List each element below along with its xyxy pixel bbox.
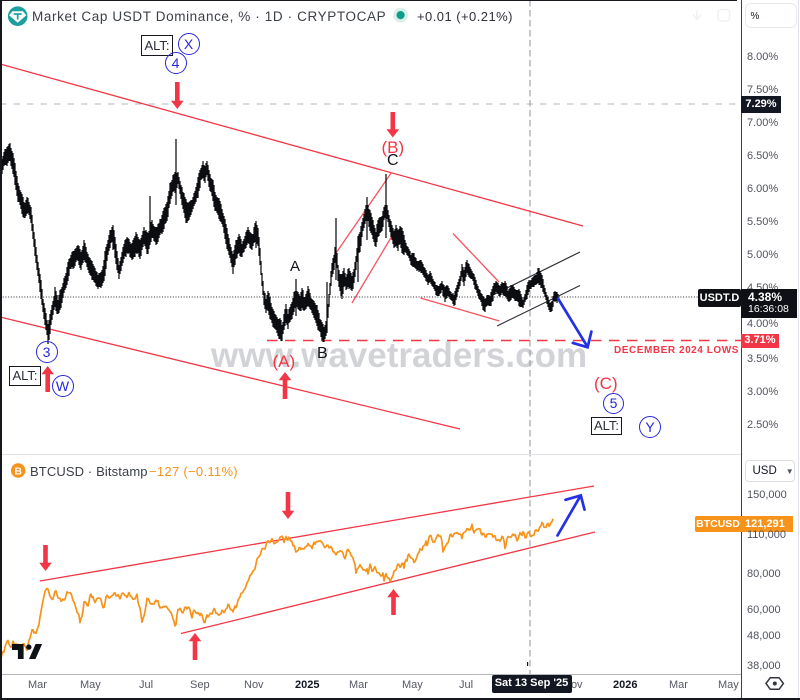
svg-text:B: B: [14, 466, 22, 478]
